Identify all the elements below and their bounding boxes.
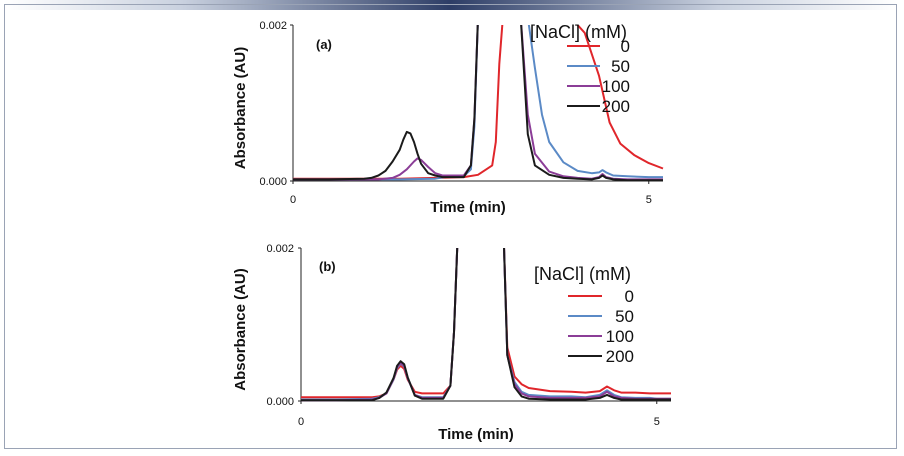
x-tick-label: 0 (298, 416, 304, 428)
y-tick-label: 0.000 (266, 396, 294, 408)
panel-b: 0.000 0.002 0 5 Time (min) Absorbance (AU) (b)… (232, 243, 671, 443)
legend-label: 0 (621, 37, 630, 56)
y-axis-title: Absorbance (AU) (232, 47, 249, 170)
y-axis-title: Absorbance (AU) (232, 268, 249, 391)
legend-label: 50 (611, 57, 630, 76)
y-tick-label: 0.000 (259, 176, 287, 188)
x-tick-label: 0 (290, 194, 296, 206)
legend-label: 0 (625, 287, 634, 306)
series-line-200mM (301, 248, 671, 402)
panel-label: (b) (319, 259, 336, 274)
legend-title: [NaCl] (mM) (534, 264, 631, 284)
y-tick-label: 0.002 (266, 243, 294, 255)
x-tick-label: 5 (646, 194, 652, 206)
panel-a: 0.000 0.002 0 5 Time (min) Absorbance (AU) (a)… (232, 20, 664, 216)
panel-label: (a) (316, 37, 332, 52)
figure-frame (4, 4, 897, 449)
series-line-0mM (301, 248, 671, 399)
y-tick-label: 0.002 (259, 20, 287, 32)
x-tick-label: 5 (654, 416, 660, 428)
legend-label: 200 (606, 347, 634, 366)
series-group (301, 248, 671, 402)
legend-label: 100 (602, 77, 630, 96)
legend-label: 50 (615, 307, 634, 326)
legend-label: 100 (606, 327, 634, 346)
header-gradient-bar (4, 0, 897, 10)
legend-label: 200 (602, 97, 630, 116)
x-axis-title: Time (min) (438, 426, 514, 443)
legend-title: [NaCl] (mM) (530, 22, 627, 42)
x-axis-title: Time (min) (430, 199, 506, 216)
series-line-200mM (293, 25, 663, 182)
series-group (293, 25, 664, 182)
